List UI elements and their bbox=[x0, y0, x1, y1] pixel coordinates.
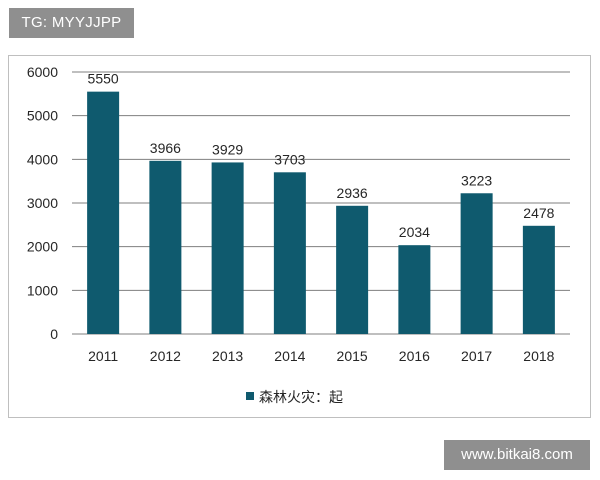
x-tick-label-2017: 2017 bbox=[461, 348, 492, 364]
y-tick-label-4000: 4000 bbox=[27, 151, 58, 167]
data-label-2015: 2936 bbox=[337, 185, 368, 201]
y-tick-label-3000: 3000 bbox=[27, 195, 58, 211]
y-tick-label-2000: 2000 bbox=[27, 239, 58, 255]
y-tick-label-0: 0 bbox=[50, 326, 58, 342]
data-label-2017: 3223 bbox=[461, 172, 492, 188]
watermark-bottom: www.bitkai8.com bbox=[444, 440, 590, 470]
bar-2017 bbox=[460, 193, 493, 334]
data-label-2016: 2034 bbox=[399, 224, 430, 240]
data-labels: 5550 3966 3929 3703 2936 2034 3223 2478 bbox=[88, 71, 555, 241]
bar-2013 bbox=[211, 162, 244, 334]
data-label-2014: 3703 bbox=[274, 151, 305, 167]
x-axis-tick-labels: 2011 2012 2013 2014 2015 2016 2017 2018 bbox=[88, 348, 555, 364]
bar-2014 bbox=[273, 172, 306, 334]
bar-2012 bbox=[149, 160, 182, 334]
data-label-2011: 5550 bbox=[88, 71, 119, 87]
x-tick-label-2016: 2016 bbox=[399, 348, 430, 364]
legend: 森林火灾：起 bbox=[246, 389, 343, 406]
legend-label: 森林火灾：起 bbox=[259, 389, 343, 406]
bar-2016 bbox=[398, 245, 431, 334]
bar-2011 bbox=[87, 91, 120, 335]
y-tick-label-1000: 1000 bbox=[27, 282, 58, 298]
watermark-top: TG: MYYJJPP bbox=[9, 8, 134, 38]
legend-swatch bbox=[246, 392, 254, 400]
x-tick-label-2013: 2013 bbox=[212, 348, 243, 364]
x-tick-label-2015: 2015 bbox=[337, 348, 368, 364]
x-tick-label-2012: 2012 bbox=[150, 348, 181, 364]
y-axis-tick-labels: 0 1000 2000 3000 4000 5000 6000 bbox=[27, 64, 58, 342]
bar-2018 bbox=[522, 225, 555, 334]
grid-lines bbox=[72, 71, 570, 335]
y-tick-label-6000: 6000 bbox=[27, 64, 58, 80]
bars bbox=[87, 91, 555, 335]
y-tick-label-5000: 5000 bbox=[27, 108, 58, 124]
data-label-2013: 3929 bbox=[212, 141, 243, 157]
x-tick-label-2018: 2018 bbox=[523, 348, 554, 364]
x-tick-label-2011: 2011 bbox=[88, 348, 118, 364]
x-tick-label-2014: 2014 bbox=[274, 348, 305, 364]
data-label-2012: 3966 bbox=[150, 140, 181, 156]
bar-2015 bbox=[336, 205, 369, 334]
data-label-2018: 2478 bbox=[523, 205, 554, 221]
